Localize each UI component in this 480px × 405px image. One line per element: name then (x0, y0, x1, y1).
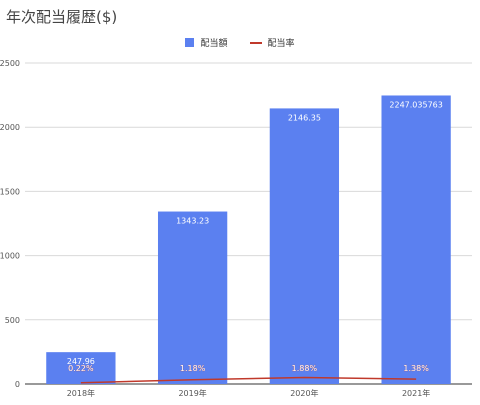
rate-value-label-2019年: 1.18% (180, 364, 206, 373)
rate-line (80, 376, 417, 384)
rate-value-label-2020年: 1.88% (292, 364, 318, 373)
x-tick-label-2021年: 2021年 (402, 388, 430, 398)
bar-2019年 (157, 211, 228, 384)
legend: 配当額 配当率 (0, 36, 480, 49)
y-tick-label-0: 0 (15, 380, 20, 389)
x-tick-label-2019年: 2019年 (178, 388, 206, 398)
bar-2018年 (46, 352, 116, 384)
legend-label-dividend-rate: 配当率 (267, 39, 295, 49)
bar-2020年 (269, 108, 340, 384)
y-tick-label-1500: 1500 (0, 187, 20, 196)
rate-value-label-2021年: 1.38% (403, 364, 429, 373)
y-tick-label-2500: 2500 (0, 59, 20, 68)
bar-2021年 (381, 95, 451, 385)
x-tick-label-2018年: 2018年 (67, 388, 95, 398)
bar-value-label-2018年: 247.96 (67, 357, 95, 366)
legend-label-dividend-amount: 配当額 (200, 39, 228, 49)
legend-item-dividend-rate: 配当率 (249, 36, 295, 49)
rate-value-label-2018年: 0.22% (68, 364, 94, 373)
y-tick-label-1000: 1000 (0, 252, 20, 261)
bar-value-label-2020年: 2146.35 (288, 113, 321, 122)
x-tick-label-2020年: 2020年 (290, 388, 318, 398)
y-tick-label-2000: 2000 (0, 123, 20, 132)
legend-swatch-line (249, 41, 262, 44)
bar-value-label-2021年: 2247.035763 (389, 100, 442, 109)
y-tick-label-500: 500 (5, 316, 20, 325)
legend-swatch-bar (185, 38, 195, 47)
chart-title: 年次配当履歴($) (6, 8, 118, 26)
bar-value-label-2019年: 1343.23 (176, 217, 209, 226)
legend-item-dividend-amount: 配当額 (185, 36, 228, 49)
